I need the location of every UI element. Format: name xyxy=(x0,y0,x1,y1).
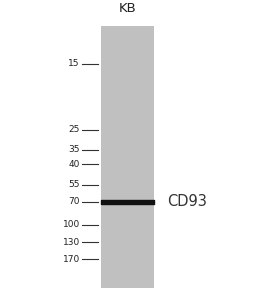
Text: KB: KB xyxy=(118,2,136,15)
Text: 70: 70 xyxy=(68,197,80,206)
Text: 130: 130 xyxy=(62,238,80,247)
Text: 15: 15 xyxy=(68,59,80,68)
Text: CD93: CD93 xyxy=(167,194,207,209)
Text: 170: 170 xyxy=(62,255,80,264)
Text: 55: 55 xyxy=(68,180,80,189)
Text: 25: 25 xyxy=(68,125,80,134)
Text: 35: 35 xyxy=(68,146,80,154)
Text: 40: 40 xyxy=(68,160,80,169)
Bar xyxy=(101,26,154,288)
Text: 100: 100 xyxy=(62,220,80,230)
